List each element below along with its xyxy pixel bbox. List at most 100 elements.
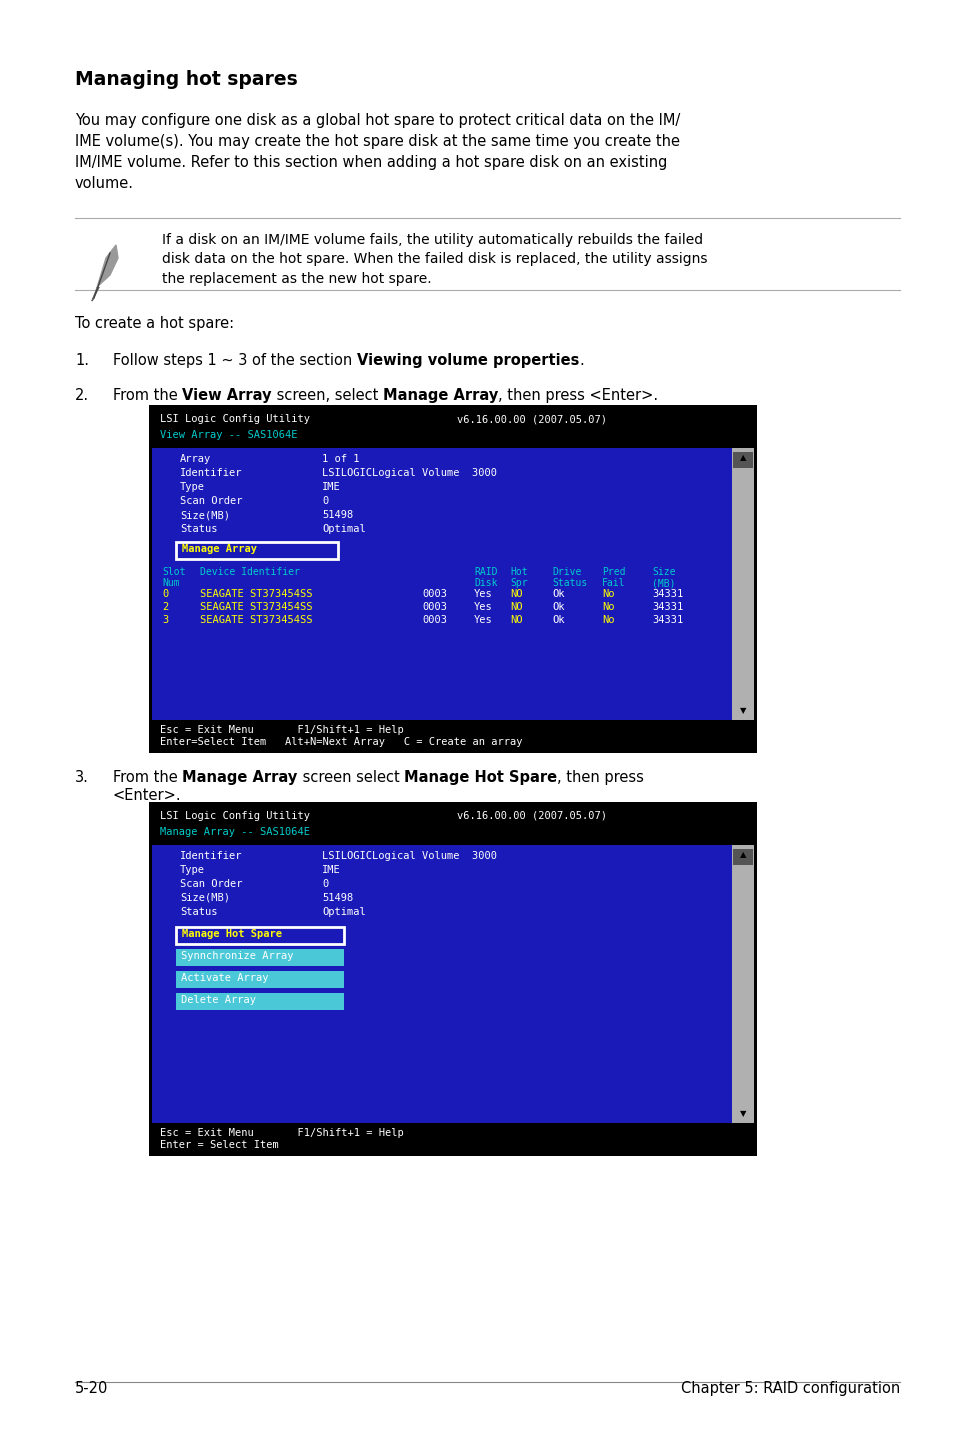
- Text: Managing hot spares: Managing hot spares: [75, 70, 297, 89]
- Text: Num: Num: [162, 578, 179, 588]
- Text: Spr: Spr: [510, 578, 527, 588]
- Bar: [152, 408, 753, 449]
- Text: Manage Array: Manage Array: [182, 769, 297, 785]
- Text: 34331: 34331: [651, 590, 682, 600]
- Text: Pred: Pred: [601, 567, 625, 577]
- Text: SEAGATE ST373454SS: SEAGATE ST373454SS: [200, 615, 313, 626]
- Text: 0: 0: [322, 879, 328, 889]
- Text: Type: Type: [180, 866, 205, 874]
- Bar: [152, 449, 731, 720]
- Text: 0003: 0003: [421, 603, 447, 613]
- Text: Manage Array: Manage Array: [382, 388, 497, 403]
- Text: Synnchronize Array: Synnchronize Array: [181, 951, 294, 961]
- Text: 0: 0: [162, 590, 168, 600]
- Text: From the: From the: [112, 388, 182, 403]
- Bar: [149, 406, 757, 754]
- Text: Ok: Ok: [552, 590, 564, 600]
- Text: Yes: Yes: [474, 590, 493, 600]
- Text: Activate Array: Activate Array: [181, 974, 268, 984]
- Text: If a disk on an IM/IME volume fails, the utility automatically rebuilds the fail: If a disk on an IM/IME volume fails, the…: [162, 233, 707, 286]
- Text: .: .: [578, 352, 583, 368]
- Text: 3: 3: [162, 615, 168, 626]
- Text: Size: Size: [651, 567, 675, 577]
- Text: Identifier: Identifier: [180, 851, 242, 861]
- Text: ▲: ▲: [739, 850, 745, 858]
- Text: Manage Array: Manage Array: [182, 544, 256, 554]
- Text: LSI Logic Config Utility: LSI Logic Config Utility: [160, 811, 310, 821]
- Bar: [152, 720, 753, 751]
- Text: Viewing volume properties: Viewing volume properties: [356, 352, 578, 368]
- Text: , then press <Enter>.: , then press <Enter>.: [497, 388, 658, 403]
- Text: IME: IME: [322, 866, 340, 874]
- Text: Yes: Yes: [474, 603, 493, 613]
- Text: Status: Status: [180, 907, 217, 917]
- Bar: [175, 949, 344, 966]
- Text: Delete Array: Delete Array: [181, 995, 255, 1005]
- Bar: [175, 994, 344, 1009]
- Text: RAID: RAID: [474, 567, 497, 577]
- Bar: [731, 846, 753, 1123]
- Text: To create a hot spare:: To create a hot spare:: [75, 316, 233, 331]
- Text: Scan Order: Scan Order: [180, 496, 242, 506]
- Text: Enter=Select Item   Alt+N=Next Array   C = Create an array: Enter=Select Item Alt+N=Next Array C = C…: [160, 738, 522, 746]
- Text: Fail: Fail: [601, 578, 625, 588]
- Text: 0003: 0003: [421, 615, 447, 626]
- Text: Manage Array -- SAS1064E: Manage Array -- SAS1064E: [160, 827, 310, 837]
- Text: <Enter>.: <Enter>.: [112, 788, 181, 802]
- Text: 34331: 34331: [651, 603, 682, 613]
- Text: Esc = Exit Menu       F1/Shift+1 = Help: Esc = Exit Menu F1/Shift+1 = Help: [160, 1127, 403, 1137]
- Text: Chapter 5: RAID configuration: Chapter 5: RAID configuration: [680, 1380, 899, 1396]
- Text: 51498: 51498: [322, 510, 353, 521]
- Bar: [175, 971, 344, 988]
- Text: (MB): (MB): [651, 578, 675, 588]
- Text: No: No: [601, 603, 614, 613]
- Text: LSILOGICLogical Volume  3000: LSILOGICLogical Volume 3000: [322, 467, 497, 477]
- Bar: [732, 452, 752, 467]
- Text: Size(MB): Size(MB): [180, 893, 230, 903]
- Polygon shape: [96, 244, 118, 290]
- Text: NO: NO: [510, 590, 522, 600]
- Bar: [732, 848, 752, 866]
- Text: Enter = Select Item: Enter = Select Item: [160, 1140, 278, 1150]
- Text: Optimal: Optimal: [322, 523, 365, 533]
- Bar: [152, 1123, 753, 1153]
- Bar: [152, 846, 731, 1123]
- Text: , then press: , then press: [557, 769, 643, 785]
- Text: 2.: 2.: [75, 388, 89, 403]
- Bar: [149, 802, 757, 1156]
- Text: Esc = Exit Menu       F1/Shift+1 = Help: Esc = Exit Menu F1/Shift+1 = Help: [160, 725, 403, 735]
- Text: No: No: [601, 615, 614, 626]
- Bar: [175, 542, 337, 559]
- Text: Disk: Disk: [474, 578, 497, 588]
- Text: ▲: ▲: [739, 453, 745, 462]
- Text: 5-20: 5-20: [75, 1380, 109, 1396]
- Text: Status: Status: [552, 578, 587, 588]
- Text: Drive: Drive: [552, 567, 580, 577]
- Text: View Array: View Array: [182, 388, 272, 403]
- Text: From the: From the: [112, 769, 182, 785]
- Text: v6.16.00.00 (2007.05.07): v6.16.00.00 (2007.05.07): [456, 811, 606, 821]
- Text: Identifier: Identifier: [180, 467, 242, 477]
- Text: Type: Type: [180, 482, 205, 492]
- Text: Status: Status: [180, 523, 217, 533]
- Bar: [731, 449, 753, 720]
- Text: screen, select: screen, select: [272, 388, 382, 403]
- Text: 51498: 51498: [322, 893, 353, 903]
- Text: Ok: Ok: [552, 603, 564, 613]
- Text: 1 of 1: 1 of 1: [322, 454, 359, 464]
- Text: 34331: 34331: [651, 615, 682, 626]
- Text: Scan Order: Scan Order: [180, 879, 242, 889]
- Text: View Array -- SAS1064E: View Array -- SAS1064E: [160, 430, 297, 440]
- Text: LSILOGICLogical Volume  3000: LSILOGICLogical Volume 3000: [322, 851, 497, 861]
- Text: LSI Logic Config Utility: LSI Logic Config Utility: [160, 414, 310, 424]
- Text: 0003: 0003: [421, 590, 447, 600]
- Text: Device Identifier: Device Identifier: [200, 567, 299, 577]
- Text: IME: IME: [322, 482, 340, 492]
- Text: Ok: Ok: [552, 615, 564, 626]
- Text: v6.16.00.00 (2007.05.07): v6.16.00.00 (2007.05.07): [456, 414, 606, 424]
- Text: Follow steps 1 ~ 3 of the section: Follow steps 1 ~ 3 of the section: [112, 352, 356, 368]
- Text: No: No: [601, 590, 614, 600]
- Text: ▼: ▼: [739, 1109, 745, 1117]
- Text: Optimal: Optimal: [322, 907, 365, 917]
- Text: You may configure one disk as a global hot spare to protect critical data on the: You may configure one disk as a global h…: [75, 114, 679, 191]
